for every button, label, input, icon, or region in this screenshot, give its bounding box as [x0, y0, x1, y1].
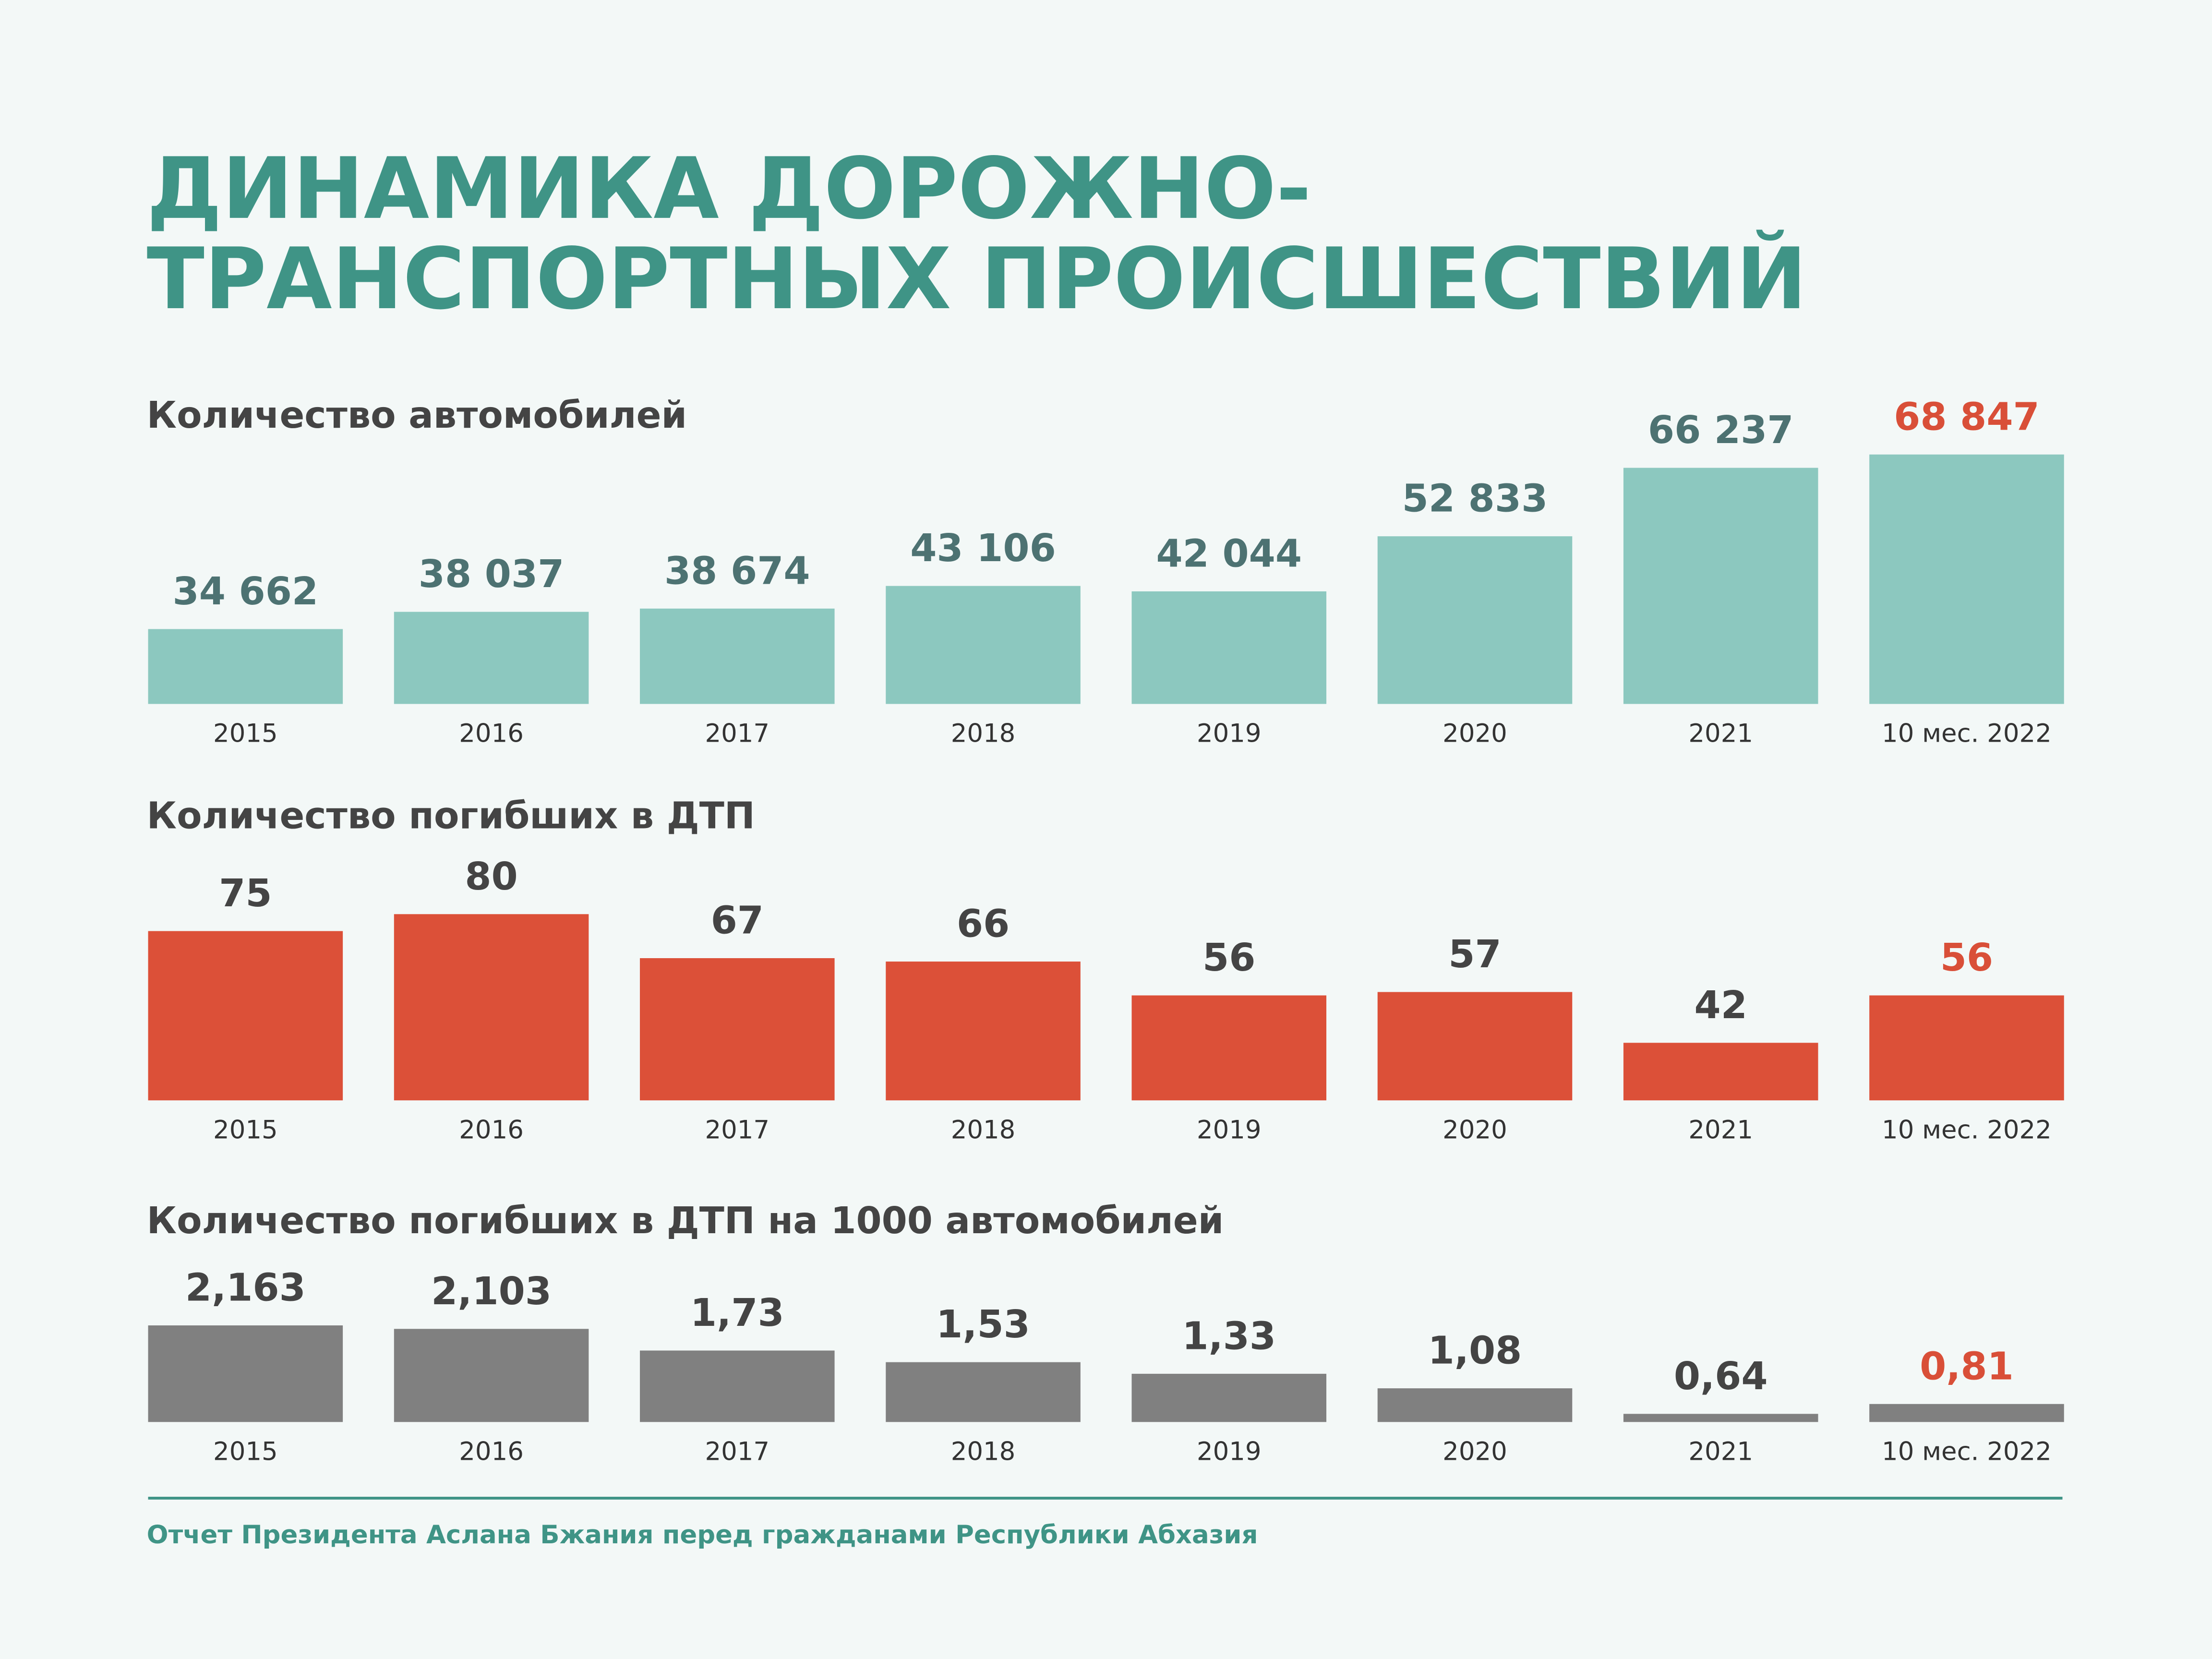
bar — [1131, 1373, 1327, 1422]
value-label: 42 044 — [1156, 531, 1302, 576]
value-label: 42 — [1695, 983, 1747, 1027]
x-tick-label: 10 мес. 2022 — [1882, 1437, 2052, 1467]
bar — [640, 608, 835, 704]
x-tick-label: 2017 — [705, 719, 770, 748]
x-tick-label: 2021 — [1688, 1116, 1753, 1145]
value-label: 0,81 — [1920, 1344, 2014, 1388]
value-label: 52 833 — [1402, 476, 1548, 521]
value-label: 1,73 — [690, 1290, 784, 1335]
value-label: 66 237 — [1648, 408, 1794, 452]
value-label: 43 106 — [910, 526, 1056, 570]
x-tick-label: 10 мес. 2022 — [1882, 1116, 2052, 1145]
x-tick-label: 2019 — [1197, 719, 1262, 748]
chart-title: Количество автомобилей — [147, 394, 687, 437]
value-label: 1,53 — [936, 1302, 1030, 1346]
bar — [640, 958, 835, 1101]
bar — [394, 914, 589, 1101]
x-tick-label: 2019 — [1197, 1116, 1262, 1145]
x-tick-label: 2017 — [705, 1437, 770, 1467]
x-tick-label: 2020 — [1443, 719, 1507, 748]
x-tick-label: 2018 — [951, 719, 1016, 748]
bar — [886, 962, 1081, 1101]
x-tick-label: 2020 — [1443, 1116, 1507, 1145]
value-label: 1,08 — [1428, 1328, 1522, 1373]
bar — [394, 612, 589, 704]
x-tick-label: 2015 — [213, 1116, 278, 1145]
value-label: 34 662 — [173, 569, 319, 613]
bar — [148, 629, 343, 704]
value-label: 68 847 — [1894, 394, 2040, 439]
x-tick-label: 2021 — [1688, 719, 1753, 748]
value-label: 56 — [1202, 935, 1255, 980]
value-label: 0,64 — [1674, 1354, 1768, 1398]
bar — [394, 1329, 589, 1422]
value-label: 1,33 — [1182, 1313, 1276, 1358]
value-label: 75 — [219, 871, 272, 915]
x-tick-label: 2018 — [951, 1116, 1016, 1145]
bar — [1377, 1388, 1573, 1422]
bar — [886, 586, 1081, 704]
value-label: 66 — [957, 902, 1010, 946]
x-tick-label: 2021 — [1688, 1437, 1753, 1467]
x-tick-label: 2019 — [1197, 1437, 1262, 1467]
chart-title: Количество погибших в ДТП — [147, 794, 755, 837]
value-label: 38 037 — [419, 552, 565, 596]
source: Отчет Президента Аслана Бжания перед гра… — [147, 1520, 1258, 1550]
bar — [1377, 992, 1573, 1101]
x-tick-label: 2015 — [213, 719, 278, 748]
value-label: 2,163 — [185, 1265, 306, 1310]
bar — [1869, 995, 2064, 1101]
bar — [148, 931, 343, 1101]
x-tick-label: 2016 — [459, 1437, 524, 1467]
main-title: ТРАНСПОРТНЫХ ПРОИСШЕСТВИЙ — [147, 229, 1807, 328]
x-tick-label: 2020 — [1443, 1437, 1507, 1467]
main-title: ДИНАМИКА ДОРОЖНО- — [147, 139, 1311, 238]
x-tick-label: 2015 — [213, 1437, 278, 1467]
bar — [1131, 995, 1327, 1101]
value-label: 57 — [1448, 932, 1501, 976]
value-label: 2,103 — [431, 1269, 552, 1313]
bar — [1623, 1414, 1818, 1422]
bar — [1377, 536, 1573, 704]
x-tick-label: 2017 — [705, 1116, 770, 1145]
bar — [640, 1350, 835, 1422]
value-label: 56 — [1940, 935, 1993, 980]
bar — [1623, 1043, 1818, 1101]
x-tick-label: 2016 — [459, 1116, 524, 1145]
x-tick-label: 10 мес. 2022 — [1882, 719, 2052, 748]
bar — [886, 1362, 1081, 1422]
chart-title: Количество погибших в ДТП на 1000 автомо… — [147, 1200, 1224, 1242]
bar — [148, 1325, 343, 1422]
bar — [1131, 591, 1327, 704]
x-tick-label: 2018 — [951, 1437, 1016, 1467]
bar — [1869, 1404, 2064, 1422]
value-label: 38 674 — [664, 548, 810, 593]
bar — [1623, 468, 1818, 704]
bar — [1869, 454, 2064, 704]
value-label: 67 — [711, 898, 764, 943]
x-tick-label: 2016 — [459, 719, 524, 748]
value-label: 80 — [465, 854, 517, 899]
